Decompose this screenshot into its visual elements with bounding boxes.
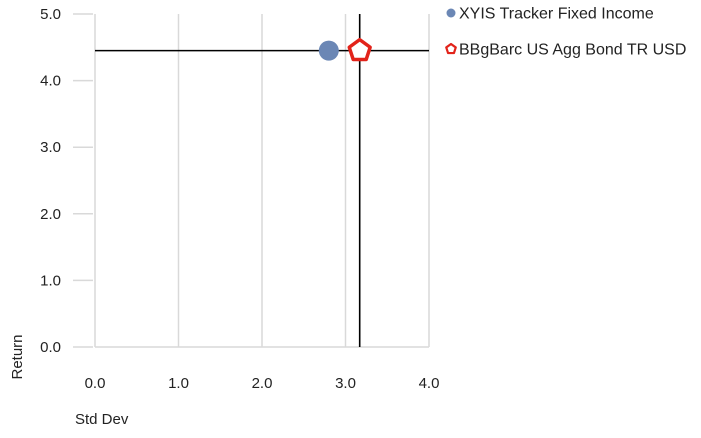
data-points	[318, 37, 372, 62]
y-tick-label: 0.0	[40, 339, 61, 356]
x-tick-label: 2.0	[252, 375, 273, 392]
x-tick-label: 0.0	[85, 375, 106, 392]
x-tick-label: 3.0	[335, 375, 356, 392]
reference-lines	[95, 14, 429, 347]
x-axis-label: Std Dev	[75, 411, 129, 428]
benchmark-point	[347, 37, 372, 62]
grid-layer	[73, 13, 430, 348]
fund-point	[318, 40, 339, 61]
y-tick-label: 1.0	[40, 272, 61, 289]
y-tick-label: 2.0	[40, 206, 61, 223]
legend: XYIS Tracker Fixed Income BBgBarc US Agg …	[445, 6, 686, 59]
legend-circle-marker	[446, 8, 456, 18]
x-tick-label: 1.0	[168, 375, 189, 392]
legend-label: XYIS Tracker Fixed Income	[459, 6, 654, 23]
legend-pentagon-marker	[445, 42, 457, 55]
y-tick-label: 3.0	[40, 139, 61, 156]
x-tick-label: 4.0	[419, 375, 440, 392]
y-axis-label: Return	[9, 334, 26, 379]
y-tick-label: 5.0	[40, 6, 61, 23]
y-tick-label: 4.0	[40, 73, 61, 90]
legend-label: BBgBarc US Agg Bond TR USD	[459, 42, 686, 59]
tick-labels: 0.0 1.0 2.0 3.0 4.0 0.0 1.0 2.0 3.0 4.0 5.0	[40, 6, 439, 392]
